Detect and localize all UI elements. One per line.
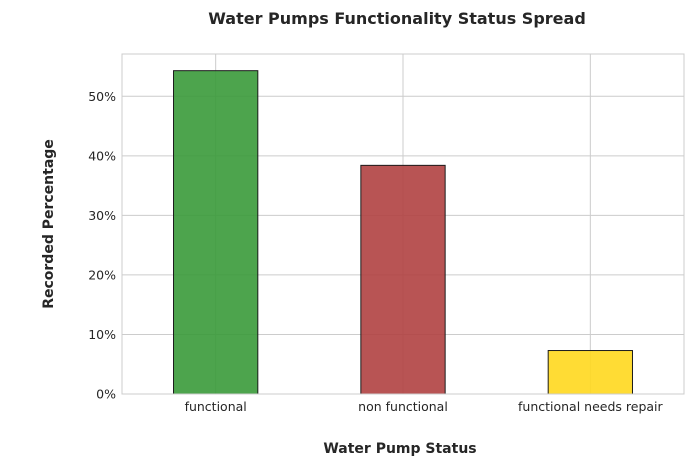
y-tick-label: 10% bbox=[88, 327, 116, 342]
x-tick-label: functional needs repair bbox=[518, 399, 664, 414]
bar-non-functional bbox=[360, 164, 446, 395]
x-tick-label: functional bbox=[185, 399, 247, 414]
y-tick-label: 0% bbox=[96, 387, 116, 402]
y-tick-label: 30% bbox=[88, 208, 116, 223]
y-axis-title: Recorded Percentage bbox=[41, 139, 57, 309]
chart-title: Water Pumps Functionality Status Spread bbox=[208, 9, 586, 28]
y-tick-label: 40% bbox=[88, 148, 116, 163]
y-axis-ticks: 0% 10% 20% 30% 40% 50% bbox=[88, 89, 116, 402]
bar-functional-needs-repair bbox=[547, 350, 633, 395]
plot-frame bbox=[121, 53, 685, 395]
y-tick-label: 50% bbox=[88, 89, 116, 104]
x-axis-ticks: functional non functional functional needs… bbox=[185, 399, 664, 414]
x-axis-title: Water Pump Status bbox=[323, 441, 476, 457]
bar-functional bbox=[173, 70, 259, 395]
y-tick-label: 20% bbox=[88, 267, 116, 282]
bars bbox=[173, 70, 633, 395]
x-tick-label: non functional bbox=[358, 399, 448, 414]
